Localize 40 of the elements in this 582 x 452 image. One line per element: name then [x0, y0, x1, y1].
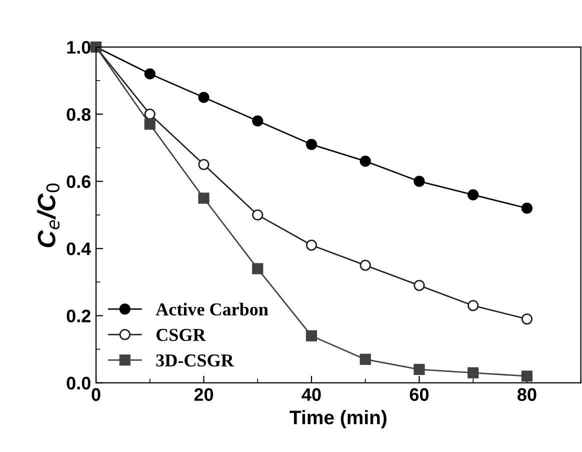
y-tick-label: 0.6: [66, 175, 91, 188]
point: [468, 367, 479, 378]
point: [414, 280, 425, 292]
x-tick-label: 80: [518, 388, 536, 401]
point: [360, 260, 371, 271]
x-tick-label: 0: [92, 388, 100, 401]
point: [198, 192, 210, 204]
point: [252, 263, 264, 274]
y-axis-title: C$_{e}$/C$_{0}$: [37, 183, 60, 248]
point: [521, 313, 533, 325]
y-tick-label: 0.4: [66, 242, 92, 256]
point: [306, 240, 318, 251]
x-axis-title: Time (min): [290, 410, 386, 428]
point: [144, 108, 156, 120]
point: [144, 68, 156, 80]
point: [414, 176, 425, 187]
x-tick-label: 40: [302, 388, 321, 401]
point: [360, 354, 371, 365]
point: [144, 118, 156, 130]
x-tick-label: 60: [410, 388, 429, 401]
legend-label: Active Carbon: [156, 302, 268, 316]
point: [521, 370, 533, 382]
y-tick-label: 0.0: [66, 376, 90, 390]
point: [252, 115, 264, 126]
point: [468, 300, 479, 312]
y-tick-label: 1.0: [67, 40, 90, 54]
point: [521, 202, 533, 214]
point: [306, 330, 318, 342]
point: [414, 364, 425, 375]
point: [306, 138, 318, 150]
point: [198, 158, 210, 170]
legend-label: CSGR: [156, 328, 206, 342]
legend-label: 3D-CSGR: [156, 354, 234, 367]
y-tick-label: 0.2: [66, 310, 90, 322]
point: [468, 189, 479, 200]
point: [360, 156, 371, 167]
point: [198, 92, 210, 103]
x-tick-label: 20: [194, 388, 214, 401]
y-tick-label: 0.8: [66, 108, 91, 121]
point: [252, 209, 264, 220]
